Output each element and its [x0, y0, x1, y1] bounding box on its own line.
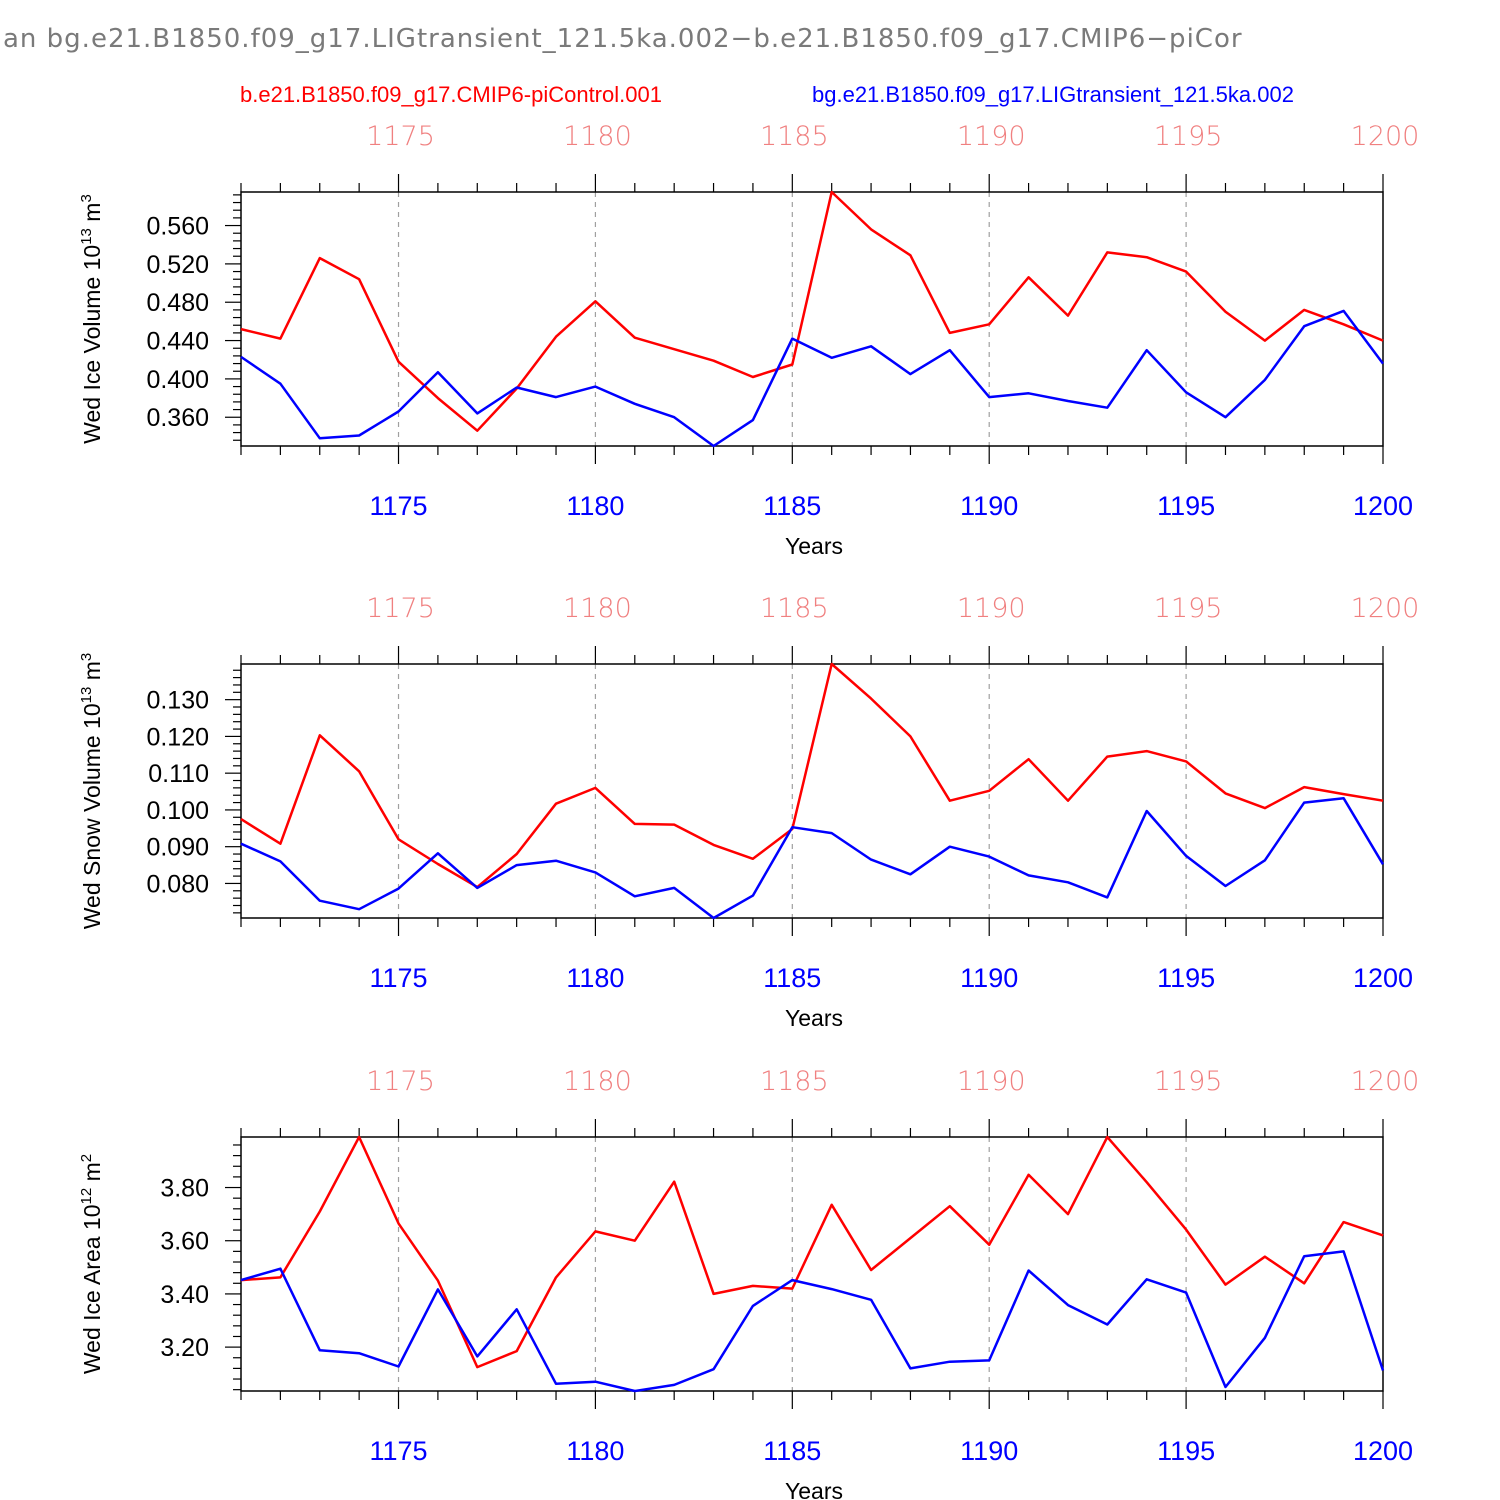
chart-panel-top: 1175 1180 1185 1190 1195 1200 1175 1180 1185 1190…	[78, 121, 1419, 559]
y-tick-label: 0.520	[146, 251, 209, 279]
y-axis-label-part: Wed Snow Volume 10	[79, 703, 105, 929]
x-top-tick-label: 1185	[760, 593, 829, 624]
y-tick-label: 0.090	[146, 834, 209, 862]
x-tick-label: 1180	[566, 1436, 624, 1466]
y-tick-label: 0.360	[146, 404, 209, 432]
y-axis-label-superscript: 2	[78, 1154, 95, 1162]
x-tick-label: 1175	[369, 491, 427, 521]
series-a-line	[240, 1135, 1384, 1369]
x-tick-label: 1195	[1157, 963, 1215, 993]
x-axis-label: Years	[785, 1005, 843, 1031]
y-tick-label: 0.080	[146, 870, 209, 898]
y-tick-label: 0.400	[146, 366, 209, 394]
y-axis-label-superscript: 13	[78, 228, 95, 245]
x-axis-label: Years	[785, 533, 843, 559]
x-top-tick-label: 1195	[1154, 121, 1223, 152]
x-top-tick-label: 1175	[366, 593, 435, 624]
series-a-line	[240, 662, 1384, 889]
series-b-line	[240, 309, 1385, 448]
x-top-tick-label: 1180	[563, 1066, 632, 1097]
x-top-tick-label: 1200	[1351, 593, 1420, 624]
x-top-tick-label: 1180	[563, 593, 632, 624]
x-top-tick-label: 1190	[957, 593, 1026, 624]
chart-panel-middle: 1175 1180 1185 1190 1195 1200 1175 1180 1185 1190…	[78, 593, 1419, 1031]
legend-series-a: b.e21.B1850.f09_g17.CMIP6-piControl.001	[240, 82, 662, 107]
x-top-tick-label: 1195	[1154, 593, 1223, 624]
chart-panel-bottom: 1175 1180 1185 1190 1195 1200 1175 1180 1185 1190…	[78, 1066, 1419, 1500]
plot-frame	[240, 1136, 1384, 1392]
x-tick-label: 1190	[960, 491, 1018, 521]
x-tick-label: 1180	[566, 491, 624, 521]
y-axis-label-superscript: 3	[78, 194, 95, 202]
y-axis-label-superscript: 12	[78, 1188, 95, 1205]
y-axis-label-part: m	[79, 661, 105, 687]
plot-frame	[240, 663, 1384, 919]
y-axis-label-part: Wed Ice Area 10	[79, 1204, 105, 1374]
x-top-tick-label: 1185	[760, 1066, 829, 1097]
x-tick-label: 1200	[1353, 491, 1413, 521]
x-top-tick-label: 1180	[563, 121, 632, 152]
x-tick-label: 1200	[1353, 1436, 1413, 1466]
y-tick-label: 3.80	[160, 1175, 209, 1203]
y-axis-label: Wed Ice Area 1012 m2	[78, 1154, 105, 1374]
figure-title: an bg.e21.B1850.f09_g17.LIGtransient_121…	[3, 24, 1243, 54]
x-tick-label: 1185	[763, 1436, 821, 1466]
y-axis-label-superscript: 13	[78, 687, 95, 704]
y-axis-label: Wed Ice Volume 1013 m3	[78, 194, 105, 444]
y-axis-label-part: m	[79, 1162, 105, 1188]
plot-frame	[240, 191, 1384, 447]
y-tick-label: 0.480	[146, 289, 209, 317]
y-axis-label-part: m	[79, 203, 105, 229]
y-axis-label-superscript: 3	[78, 653, 95, 661]
x-top-tick-label: 1175	[366, 121, 435, 152]
x-tick-label: 1185	[763, 491, 821, 521]
x-top-tick-label: 1175	[366, 1066, 435, 1097]
y-tick-label: 3.60	[160, 1228, 209, 1256]
x-tick-label: 1175	[369, 1436, 427, 1466]
x-top-tick-label: 1190	[957, 1066, 1026, 1097]
y-tick-label: 0.130	[146, 687, 209, 715]
y-tick-label: 0.110	[148, 760, 209, 788]
x-tick-label: 1200	[1353, 963, 1413, 993]
x-tick-label: 1185	[763, 963, 821, 993]
legend-series-b: bg.e21.B1850.f09_g17.LIGtransient_121.5k…	[812, 82, 1294, 107]
x-tick-label: 1180	[566, 963, 624, 993]
y-tick-label: 0.440	[146, 328, 209, 356]
x-top-tick-label: 1190	[957, 121, 1026, 152]
x-axis-label: Years	[785, 1478, 843, 1500]
x-top-tick-label: 1200	[1351, 121, 1420, 152]
x-tick-label: 1175	[369, 963, 427, 993]
x-top-tick-label: 1195	[1154, 1066, 1223, 1097]
y-tick-label: 3.40	[160, 1281, 209, 1309]
y-tick-label: 0.560	[146, 213, 209, 241]
x-top-tick-label: 1200	[1351, 1066, 1420, 1097]
series-a-line	[240, 190, 1384, 432]
y-tick-label: 3.20	[160, 1334, 209, 1362]
x-tick-label: 1195	[1157, 491, 1215, 521]
x-top-tick-label: 1185	[760, 121, 829, 152]
x-tick-label: 1195	[1157, 1436, 1215, 1466]
series-b-line	[240, 796, 1385, 920]
series-b-line	[240, 1250, 1385, 1393]
x-tick-label: 1190	[960, 1436, 1018, 1466]
y-tick-label: 0.100	[146, 797, 209, 825]
y-tick-label: 0.120	[146, 723, 209, 751]
y-axis-label-part: Wed Ice Volume 10	[79, 245, 105, 444]
x-tick-label: 1190	[960, 963, 1018, 993]
chart-panels: 1175 1180 1185 1190 1195 1200 1175 1180 1185 1190…	[78, 121, 1419, 1500]
y-axis-label: Wed Snow Volume 1013 m3	[78, 653, 105, 929]
